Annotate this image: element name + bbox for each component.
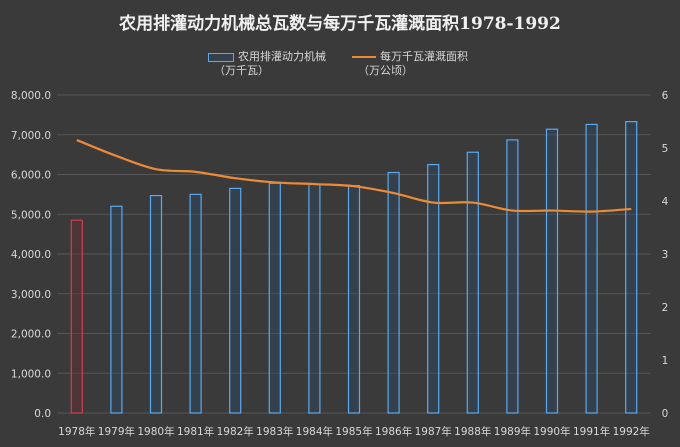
y-left-tick-label: 5,000.0 — [11, 209, 51, 221]
y-left-tick-label: 6,000.0 — [11, 170, 51, 182]
legend-bar-swatch — [208, 52, 234, 62]
bar — [427, 163, 440, 414]
y-right-tick-label: 2 — [662, 302, 669, 314]
bar — [466, 151, 479, 414]
x-tick-label: 1979年 — [98, 425, 135, 438]
bar — [585, 123, 598, 414]
bar — [189, 193, 202, 414]
legend-line-swatch — [352, 56, 376, 58]
chart-title: 农用排灌动力机械总瓦数与每万千瓦灌溉面积1978-1992 — [119, 14, 561, 34]
x-tick-label: 1991年 — [573, 425, 610, 438]
legend-item-line: 每万千瓦灌溉面积 （万公顷） — [352, 50, 468, 78]
x-tick-label: 1986年 — [375, 425, 412, 438]
x-tick-label: 1981年 — [177, 425, 214, 438]
x-tick-label: 1990年 — [533, 425, 570, 438]
x-tick-label: 1983年 — [256, 425, 293, 438]
bar — [347, 185, 361, 414]
bar — [149, 194, 163, 414]
y-right-tick-label: 0 — [662, 408, 669, 420]
bar — [625, 121, 638, 414]
y-left-tick-label: 4,000.0 — [11, 249, 51, 261]
x-tick-label: 1985年 — [335, 425, 372, 438]
bar — [70, 219, 83, 414]
x-tick-label: 1980年 — [137, 425, 174, 438]
bar — [545, 128, 559, 414]
y-left-tick-label: 1,000.0 — [11, 368, 51, 380]
bar — [268, 182, 281, 414]
y-left-tick-label: 7,000.0 — [11, 130, 51, 142]
y-right-tick-label: 1 — [662, 355, 669, 367]
y-right-tick-label: 4 — [662, 196, 669, 208]
series-line — [76, 139, 632, 213]
bar — [110, 205, 123, 414]
x-tick-label: 1984年 — [296, 425, 333, 438]
x-tick-label: 1988年 — [454, 425, 491, 438]
x-tick-label: 1978年 — [58, 425, 95, 438]
bar — [308, 183, 321, 414]
y-left-tick-label: 0.0 — [34, 408, 51, 420]
x-tick-label: 1987年 — [415, 425, 452, 438]
y-right-tick-label: 3 — [662, 249, 669, 261]
y-left-tick-label: 3,000.0 — [11, 289, 51, 301]
bar — [506, 139, 519, 414]
legend-bar-label: 农用排灌动力机械 — [238, 50, 326, 63]
bar — [387, 171, 400, 414]
bar — [229, 187, 242, 414]
legend-line-unit: （万公顷） — [358, 64, 413, 77]
legend-bar-unit: （万千瓦） — [214, 64, 269, 77]
y-right-tick-label: 5 — [662, 143, 669, 155]
y-right-tick-label: 6 — [662, 90, 669, 102]
x-tick-label: 1992年 — [613, 425, 650, 438]
x-tick-label: 1989年 — [494, 425, 531, 438]
legend-item-bars: 农用排灌动力机械 （万千瓦） — [208, 50, 326, 78]
x-tick-label: 1982年 — [217, 425, 254, 438]
legend-line-label: 每万千瓦灌溉面积 — [380, 50, 468, 63]
y-left-tick-label: 2,000.0 — [11, 329, 51, 341]
y-left-tick-label: 8,000.0 — [11, 90, 51, 102]
